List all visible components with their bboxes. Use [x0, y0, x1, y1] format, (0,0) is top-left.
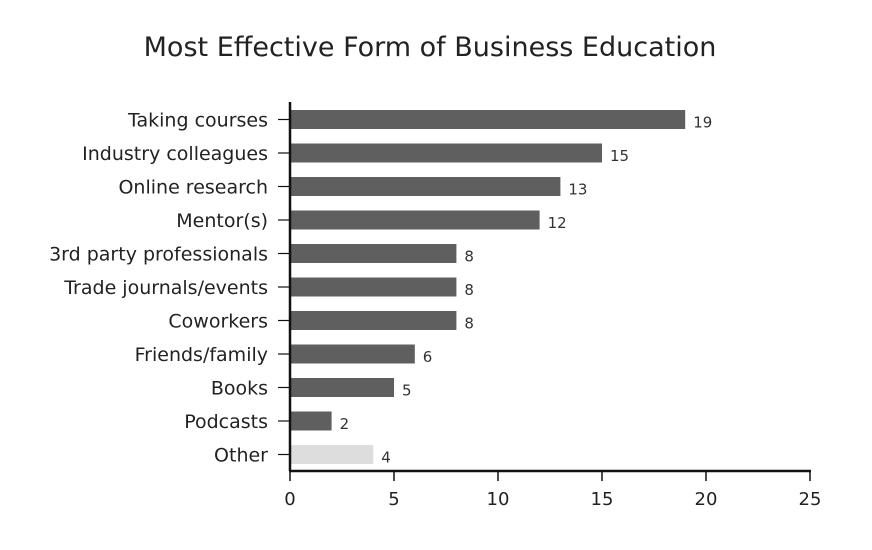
category-label: 3rd party professionals	[49, 244, 268, 266]
bar-value-label: 6	[423, 348, 433, 366]
chart-title: Most Effective Form of Business Educatio…	[144, 32, 717, 63]
x-tick-label: 15	[591, 489, 614, 510]
bar	[291, 177, 561, 196]
bar	[291, 411, 332, 431]
bar-value-label: 8	[464, 315, 474, 333]
bar-value-label: 5	[402, 382, 412, 400]
category-labels-layer: Taking courses Industry colleagues Online …	[49, 110, 268, 467]
bar-value-label: 12	[548, 214, 567, 232]
category-label: Mentor(s)	[176, 210, 268, 232]
bar	[291, 143, 602, 163]
category-label: Other	[214, 445, 268, 467]
x-tick-label: 5	[388, 489, 399, 510]
axes-layer: 0 5 10 15 20 25	[278, 102, 821, 510]
bar-value-label: 13	[568, 181, 587, 199]
bar-value-label: 8	[464, 281, 474, 299]
category-label: Taking courses	[127, 110, 268, 132]
bar-value-label: 2	[340, 415, 350, 433]
bar	[291, 344, 415, 364]
bar-value-label: 8	[464, 248, 474, 266]
bar	[291, 378, 394, 397]
bar	[291, 110, 686, 129]
category-label: Books	[211, 378, 268, 400]
bar-value-label: 4	[381, 449, 391, 467]
bar	[291, 445, 374, 464]
bar	[291, 311, 457, 330]
x-tick-label: 0	[284, 489, 295, 510]
category-label: Trade journals/events	[63, 277, 268, 299]
bar-value-label: 19	[693, 114, 712, 132]
bar	[291, 277, 457, 297]
category-label: Podcasts	[184, 411, 268, 433]
category-label: Online research	[118, 177, 268, 199]
x-tick-label: 25	[799, 489, 822, 510]
bar	[291, 210, 540, 230]
bar	[291, 244, 457, 263]
category-label: Friends/family	[135, 344, 268, 366]
bar-value-label: 15	[610, 147, 629, 165]
category-label: Industry colleagues	[82, 143, 268, 165]
x-tick-label: 20	[695, 489, 718, 510]
category-label: Coworkers	[168, 311, 268, 333]
x-tick-label: 10	[487, 489, 510, 510]
